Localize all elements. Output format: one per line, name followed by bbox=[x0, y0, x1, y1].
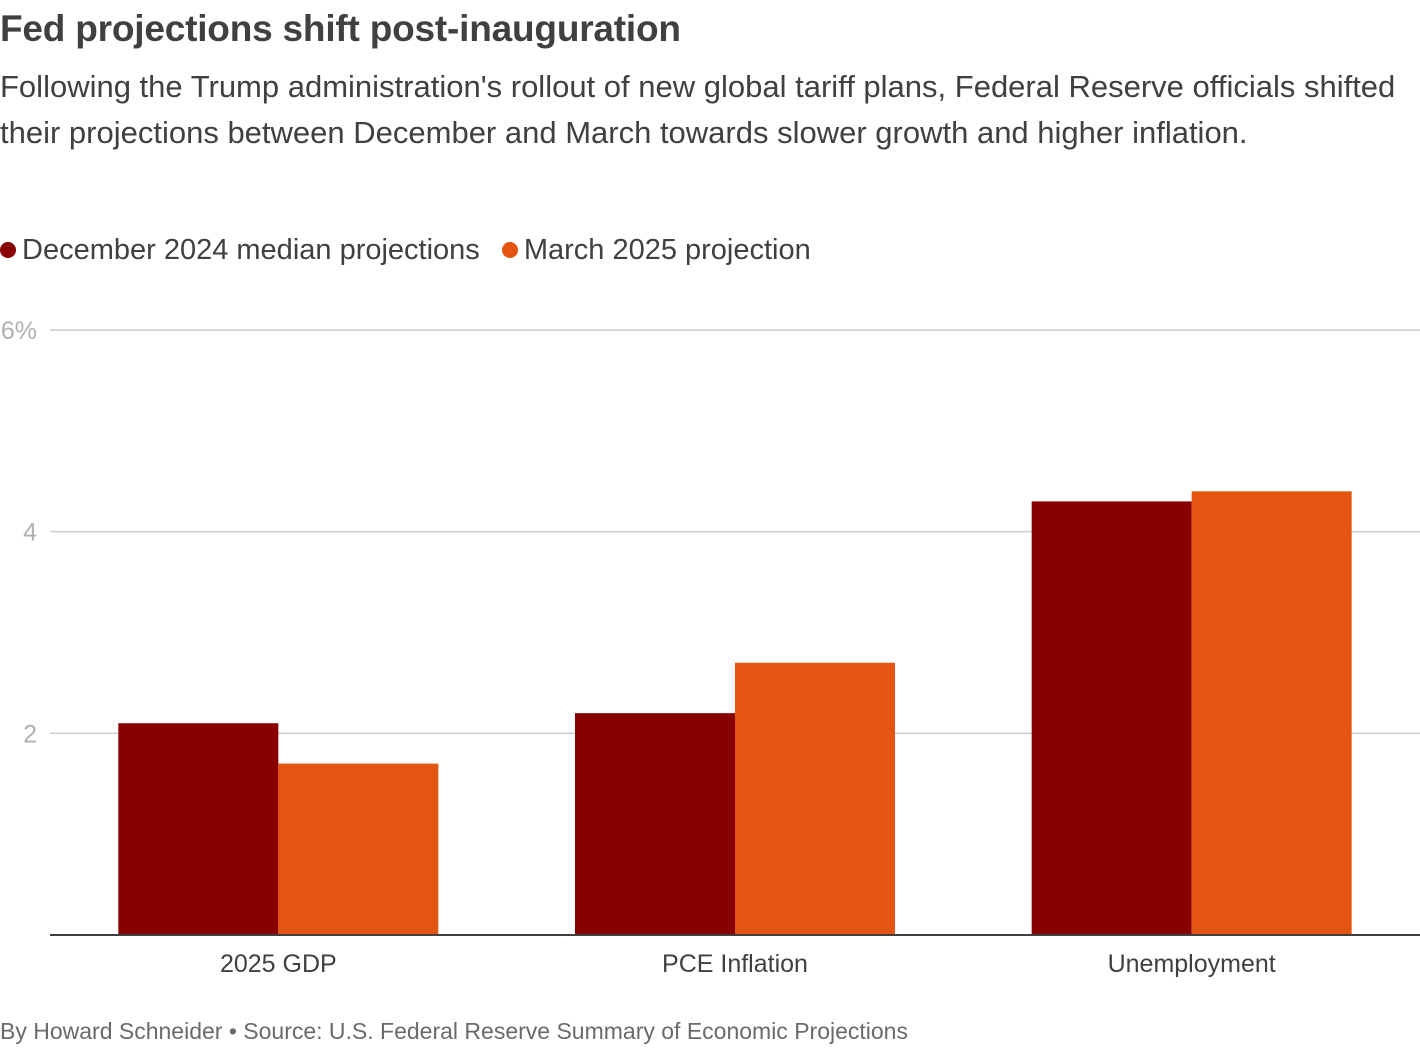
legend-item-march: March 2025 projection bbox=[501, 233, 811, 267]
y-tick-label-6: 6% bbox=[1, 317, 37, 345]
source-footer: By Howard Schneider • Source: U.S. Feder… bbox=[0, 1018, 908, 1044]
chart-subtitle: Following the Trump administration's rol… bbox=[0, 69, 1396, 150]
legend-label-march: March 2025 projection bbox=[523, 233, 811, 266]
bar-chart: 6% 4 2 2025 GDP PCE Inflation Unemployment bbox=[1, 317, 1420, 978]
y-tick-label-4: 4 bbox=[23, 519, 37, 547]
legend-item-december: December 2024 median projections bbox=[0, 234, 480, 267]
x-category-label-1: PCE Inflation bbox=[662, 950, 808, 978]
legend-swatch-march bbox=[501, 242, 518, 258]
chart-title: Fed projections shift post-inauguration bbox=[0, 8, 681, 49]
legend-label-december: December 2024 median projections bbox=[22, 233, 480, 266]
x-category-label-2: Unemployment bbox=[1108, 950, 1276, 978]
bar-december-2 bbox=[1031, 501, 1192, 935]
legend: December 2024 median projections March 2… bbox=[0, 230, 833, 270]
legend-swatch-december bbox=[0, 242, 16, 258]
bar-march-0 bbox=[278, 763, 439, 935]
bar-march-2 bbox=[1191, 491, 1352, 935]
x-category-label-0: 2025 GDP bbox=[220, 950, 337, 978]
bar-december-0 bbox=[118, 723, 279, 935]
bar-december-1 bbox=[575, 713, 735, 935]
y-tick-label-2: 2 bbox=[23, 720, 37, 748]
bar-march-1 bbox=[735, 662, 895, 935]
